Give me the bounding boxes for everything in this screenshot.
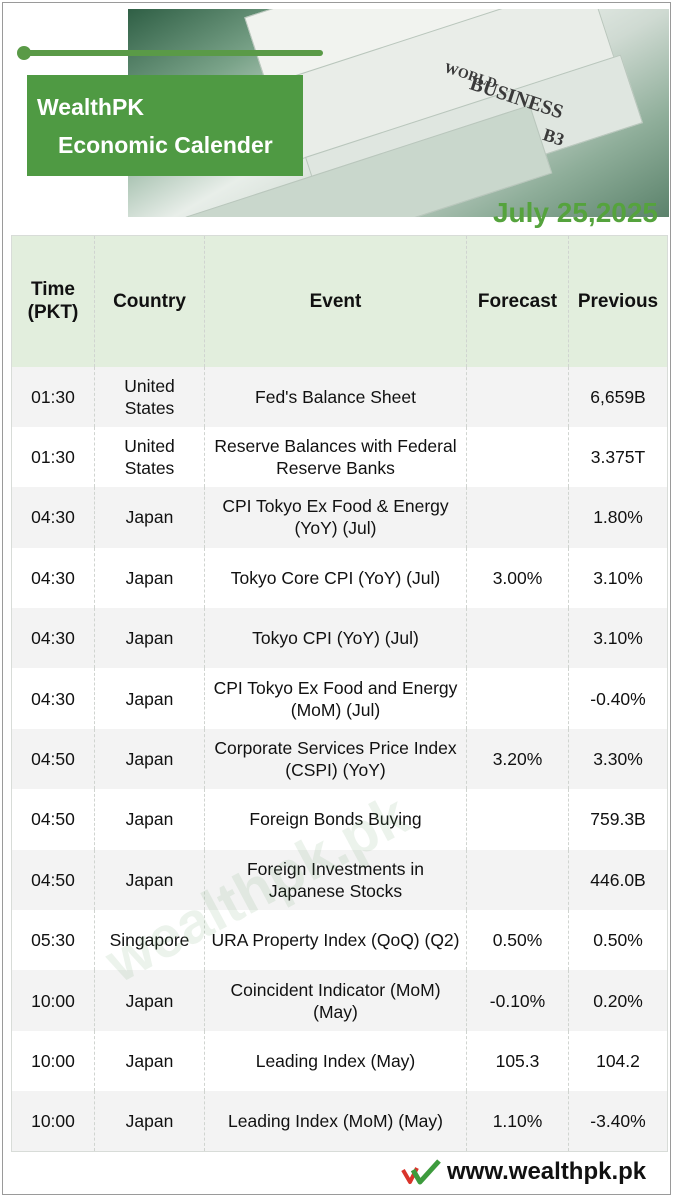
cell-country: United States	[94, 426, 205, 488]
cell-country: Japan	[94, 789, 205, 850]
economic-calendar-table: Time (PKT) Country Event Forecast Previo…	[11, 235, 668, 1153]
cell-time: 04:50	[31, 809, 75, 830]
column-header-previous: Previous	[568, 235, 668, 367]
calendar-date: July 25,2025	[492, 197, 658, 228]
calendar-table-container: Time (PKT) Country Event Forecast Previo…	[11, 235, 668, 1153]
cell-event: Coincident Indicator (MoM) (May)	[204, 970, 467, 1031]
cell-country: Japan	[94, 608, 205, 669]
table-row: 10:00 Japan Leading Index (MoM) (May) 1.10%…	[11, 1091, 668, 1152]
table-row: 10:00 Japan Coincident Indicator (MoM) (Ma…	[11, 970, 668, 1031]
wealthpk-check-logo-icon	[401, 1159, 441, 1185]
cell-country: United States	[94, 366, 205, 427]
table-row: 04:50 Japan Foreign Investments in Japanes…	[11, 849, 668, 911]
cell-forecast: 105.3	[466, 1030, 569, 1092]
footer: www.wealthpk.pk	[401, 1155, 646, 1189]
table-header-row: Time (PKT) Country Event Forecast Previo…	[11, 235, 668, 367]
cell-forecast	[466, 608, 569, 669]
cell-previous: 3.10%	[568, 547, 668, 609]
cell-event: URA Property Index (QoQ) (Q2)	[204, 910, 467, 971]
cell-country: Japan	[94, 1091, 205, 1152]
website-url: www.wealthpk.pk	[447, 1158, 647, 1185]
cell-previous: 446.0B	[568, 849, 668, 911]
table-row: 04:30 Japan CPI Tokyo Ex Food & Energy (Yo…	[11, 487, 668, 548]
cell-previous: 0.50%	[568, 910, 668, 971]
cell-event: Corporate Services Price Index (CSPI) (Y…	[204, 728, 467, 790]
cell-event: Leading Index (May)	[204, 1030, 467, 1092]
cell-forecast	[466, 789, 569, 850]
table-row: 04:30 Japan Tokyo Core CPI (YoY) (Jul) 3.00…	[11, 547, 668, 609]
cell-time: 10:00	[31, 1111, 75, 1132]
cell-forecast	[466, 849, 569, 911]
page-title: Economic Calender	[58, 132, 273, 158]
cell-event: Tokyo CPI (YoY) (Jul)	[204, 608, 467, 669]
table-row: 01:30 United States Fed's Balance Sheet 6,6…	[11, 366, 668, 427]
column-header-time: Time (PKT)	[27, 279, 79, 324]
cell-forecast: 3.00%	[466, 547, 569, 609]
cell-country: Japan	[94, 547, 205, 609]
cell-country: Japan	[94, 970, 205, 1031]
decorative-line	[23, 50, 323, 56]
cell-previous: -3.40%	[568, 1091, 668, 1152]
cell-country: Japan	[94, 487, 205, 548]
cell-country: Japan	[94, 1030, 205, 1092]
cell-forecast: -0.10%	[466, 970, 569, 1031]
brand-name: WealthPK	[37, 94, 144, 120]
column-header-forecast: Forecast	[466, 235, 569, 367]
cell-time: 05:30	[31, 930, 75, 951]
cell-event: Tokyo Core CPI (YoY) (Jul)	[204, 547, 467, 609]
cell-country: Singapore	[94, 910, 205, 971]
table-row: 04:30 Japan Tokyo CPI (YoY) (Jul) 3.10%	[11, 608, 668, 669]
cell-country: Japan	[94, 668, 205, 729]
cell-forecast: 3.20%	[466, 728, 569, 790]
cell-forecast	[466, 366, 569, 427]
cell-previous: 3.30%	[568, 728, 668, 790]
cell-event: Foreign Bonds Buying	[204, 789, 467, 850]
cell-previous: 6,659B	[568, 366, 668, 427]
cell-time: 04:50	[31, 869, 75, 890]
table-row: 04:30 Japan CPI Tokyo Ex Food and Energy (…	[11, 668, 668, 729]
cell-time: 04:30	[31, 507, 75, 528]
table-row: 04:50 Japan Corporate Services Price Index…	[11, 728, 668, 790]
cell-event: Leading Index (MoM) (May)	[204, 1091, 467, 1152]
cell-forecast	[466, 668, 569, 729]
cell-time: 04:30	[31, 567, 75, 588]
cell-previous: 3.10%	[568, 608, 668, 669]
cell-time: 10:00	[31, 990, 75, 1011]
cell-previous: 759.3B	[568, 789, 668, 850]
cell-country: Japan	[94, 728, 205, 790]
cell-event: Foreign Investments in Japanese Stocks	[204, 849, 467, 911]
table-row: 01:30 United States Reserve Balances with …	[11, 426, 668, 488]
column-header-event: Event	[204, 235, 467, 367]
cell-forecast	[466, 426, 569, 488]
cell-previous: 0.20%	[568, 970, 668, 1031]
cell-event: CPI Tokyo Ex Food & Energy (YoY) (Jul)	[204, 487, 467, 548]
cell-previous: 1.80%	[568, 487, 668, 548]
table-row: 04:50 Japan Foreign Bonds Buying 759.3B	[11, 789, 668, 850]
cell-previous: 104.2	[568, 1030, 668, 1092]
cell-event: CPI Tokyo Ex Food and Energy (MoM) (Jul)	[204, 668, 467, 729]
cell-time: 01:30	[31, 447, 75, 468]
column-header-country: Country	[94, 235, 205, 367]
cell-time: 01:30	[31, 386, 75, 407]
cell-time: 10:00	[31, 1050, 75, 1071]
cell-time: 04:50	[31, 749, 75, 770]
cell-previous: -0.40%	[568, 668, 668, 729]
cell-forecast: 1.10%	[466, 1091, 569, 1152]
title-banner	[27, 75, 303, 176]
cell-forecast	[466, 487, 569, 548]
cell-event: Reserve Balances with Federal Reserve Ba…	[204, 426, 467, 488]
table-row: 10:00 Japan Leading Index (May) 105.3 104.2	[11, 1030, 668, 1092]
cell-event: Fed's Balance Sheet	[204, 366, 467, 427]
cell-time: 04:30	[31, 628, 75, 649]
decorative-dot	[17, 46, 31, 60]
table-row: 05:30 Singapore URA Property Index (QoQ) (…	[11, 910, 668, 971]
cell-forecast: 0.50%	[466, 910, 569, 971]
cell-previous: 3.375T	[568, 426, 668, 488]
cell-country: Japan	[94, 849, 205, 911]
cell-time: 04:30	[31, 688, 75, 709]
